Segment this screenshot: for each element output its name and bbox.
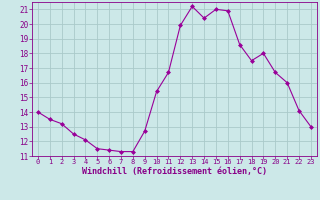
X-axis label: Windchill (Refroidissement éolien,°C): Windchill (Refroidissement éolien,°C): [82, 167, 267, 176]
